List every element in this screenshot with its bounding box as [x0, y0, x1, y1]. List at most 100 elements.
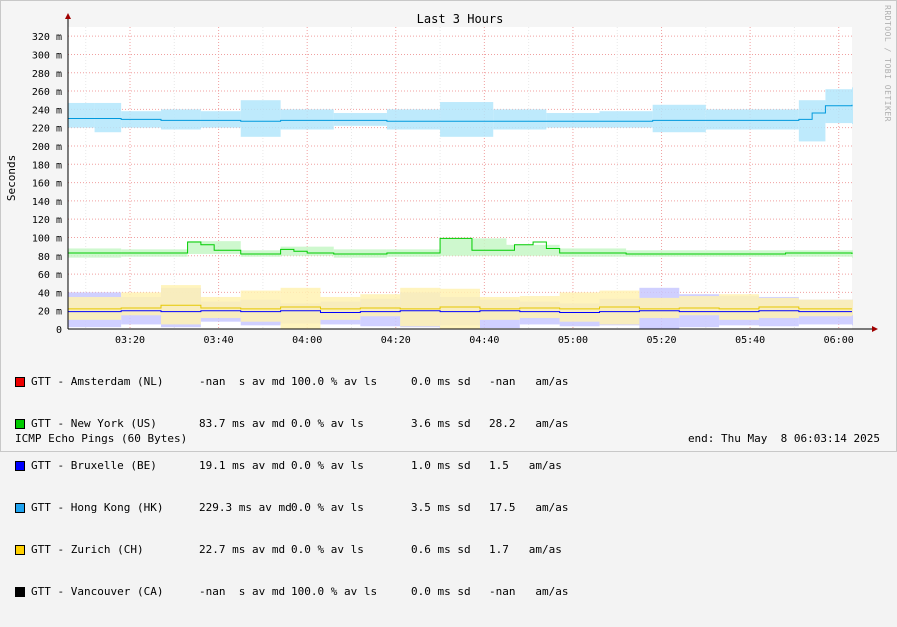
y-tick-label: 260 m	[32, 87, 62, 98]
legend-amas: 1.7 am/as	[489, 543, 562, 556]
legend-avg: 83.7 ms av md	[199, 417, 286, 430]
legend-row: GTT - Zurich (CH) 22.7 ms av md 0.0 % av…	[15, 543, 562, 557]
legend-loss: 0.0 % av ls	[291, 459, 364, 472]
legend-amas: 28.2 am/as	[489, 417, 569, 430]
x-tick-label: 03:20	[115, 335, 145, 346]
smoke-band	[599, 111, 653, 128]
legend-avg: -nan s av md	[199, 375, 286, 388]
smoke-band	[360, 294, 401, 317]
chart-canvas: 0 20 m 40 m 60 m 80 m 100 m 120 m 140 m 160 m 180…	[5, 12, 878, 346]
legend-avg: 229.3 ms av md	[199, 501, 292, 514]
chart-title: Last 3 Hours	[417, 12, 504, 26]
legend-swatch	[15, 419, 25, 429]
legend-swatch	[15, 545, 25, 555]
y-tick-label: 320 m	[32, 32, 62, 43]
y-tick-label: 20 m	[38, 307, 62, 318]
y-tick-label: 300 m	[32, 50, 62, 61]
legend-name: GTT - Bruxelle (BE)	[31, 459, 157, 472]
y-tick-label: 200 m	[32, 142, 62, 153]
legend-amas: 1.5 am/as	[489, 459, 562, 472]
legend-swatch	[15, 587, 25, 597]
y-tick-label: 100 m	[32, 233, 62, 244]
y-tick-label: 40 m	[38, 288, 62, 299]
legend-name: GTT - Zurich (CH)	[31, 543, 144, 556]
smoke-band	[400, 287, 441, 327]
x-axis-arrow	[872, 326, 878, 332]
x-tick-label: 04:00	[292, 335, 322, 346]
y-tick-label: 140 m	[32, 197, 62, 208]
legend-sd: 1.0 ms sd	[411, 459, 471, 472]
smoke-band	[240, 100, 281, 137]
smoke-band	[440, 102, 494, 137]
plot-area	[68, 27, 852, 329]
smoke-band	[679, 296, 720, 316]
legend-loss: 0.0 % av ls	[291, 543, 364, 556]
legend-sd: 0.0 ms sd	[411, 585, 471, 598]
y-tick-label: 60 m	[38, 270, 62, 281]
y-tick-label: 240 m	[32, 105, 62, 116]
legend-sd: 3.5 ms sd	[411, 501, 471, 514]
legend-row: GTT - Hong Kong (HK) 229.3 ms av md 0.0 …	[15, 501, 569, 515]
smoke-band	[280, 287, 321, 329]
y-tick-label: 160 m	[32, 179, 62, 190]
smoke-band	[798, 299, 852, 317]
chart-frame: 0 20 m 40 m 60 m 80 m 100 m 120 m 140 m 160 m 180…	[0, 0, 897, 598]
legend-swatch	[15, 503, 25, 513]
legend-row: GTT - New York (US) 83.7 ms av md 0.0 % …	[15, 417, 569, 431]
legend-amas: 17.5 am/as	[489, 501, 569, 514]
x-tick-label: 06:00	[824, 335, 854, 346]
legend-row: GTT - Bruxelle (BE) 19.1 ms av md 0.0 % …	[15, 459, 562, 473]
legend-sd: 0.6 ms sd	[411, 543, 471, 556]
legend-amas: -nan am/as	[489, 375, 569, 388]
legend-amas: -nan am/as	[489, 585, 569, 598]
smoke-band	[440, 238, 507, 256]
smoke-band	[200, 111, 241, 128]
legend: GTT - Amsterdam (NL) -nan s av md 100.0 …	[15, 347, 569, 627]
smoke-band	[705, 109, 759, 130]
smoke-band	[652, 104, 706, 133]
watermark: RRDTOOL / TOBI OETIKER	[883, 5, 892, 122]
x-tick-label: 05:20	[646, 335, 676, 346]
smoke-band	[506, 244, 560, 256]
smoke-band	[639, 297, 680, 319]
legend-name: GTT - Amsterdam (NL)	[31, 375, 164, 388]
y-tick-label: 80 m	[38, 252, 62, 263]
series-line	[68, 237, 853, 255]
smoke-band	[333, 113, 387, 126]
series-line	[68, 104, 853, 122]
smoke-band	[280, 109, 334, 130]
x-tick-label: 04:40	[469, 335, 499, 346]
legend-name: GTT - Vancouver (CA)	[31, 585, 164, 598]
legend-loss: 0.0 % av ls	[291, 501, 364, 514]
x-tick-label: 03:40	[204, 335, 234, 346]
legend-swatch	[15, 377, 25, 387]
y-tick-label: 0	[56, 325, 62, 336]
legend-loss: 100.0 % av ls	[291, 585, 378, 598]
legend-name: GTT - New York (US)	[31, 417, 157, 430]
smoke-band	[493, 109, 547, 130]
y-tick-label: 280 m	[32, 69, 62, 80]
legend-name: GTT - Hong Kong (HK)	[31, 501, 164, 514]
series-line	[68, 304, 852, 310]
smoke-band	[719, 294, 759, 320]
footer-description: ICMP Echo Pings (60 Bytes)	[15, 432, 188, 445]
y-tick-label: 180 m	[32, 160, 62, 171]
smoke-band	[546, 113, 600, 128]
legend-avg: 19.1 ms av md	[199, 459, 286, 472]
smoke-band	[758, 109, 799, 130]
legend-avg: -nan s av md	[199, 585, 286, 598]
legend-loss: 100.0 % av ls	[291, 375, 378, 388]
y-axis-arrow	[65, 13, 71, 19]
smoke-band	[519, 296, 560, 319]
x-tick-label: 04:20	[381, 335, 411, 346]
smoke-band	[121, 292, 162, 316]
legend-swatch	[15, 461, 25, 471]
y-tick-label: 120 m	[32, 215, 62, 226]
smoke-band	[94, 102, 122, 133]
legend-sd: 3.6 ms sd	[411, 417, 471, 430]
legend-sd: 0.0 ms sd	[411, 375, 471, 388]
x-tick-label: 05:00	[558, 335, 588, 346]
series-line	[68, 310, 852, 314]
smoke-band	[161, 109, 201, 130]
legend-row: GTT - Amsterdam (NL) -nan s av md 100.0 …	[15, 375, 569, 389]
